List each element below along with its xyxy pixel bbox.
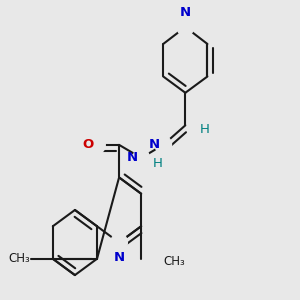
Text: N: N (127, 152, 138, 164)
Text: N: N (148, 138, 160, 152)
Text: O: O (82, 138, 94, 152)
Text: H: H (200, 123, 210, 136)
Circle shape (111, 233, 127, 252)
Circle shape (155, 136, 172, 154)
Circle shape (133, 149, 149, 167)
Text: H: H (152, 157, 162, 170)
Circle shape (89, 136, 105, 154)
Text: N: N (180, 6, 191, 19)
Text: CH₃: CH₃ (163, 255, 185, 268)
Text: N: N (113, 251, 124, 264)
Text: CH₃: CH₃ (9, 252, 30, 265)
Circle shape (177, 18, 194, 36)
